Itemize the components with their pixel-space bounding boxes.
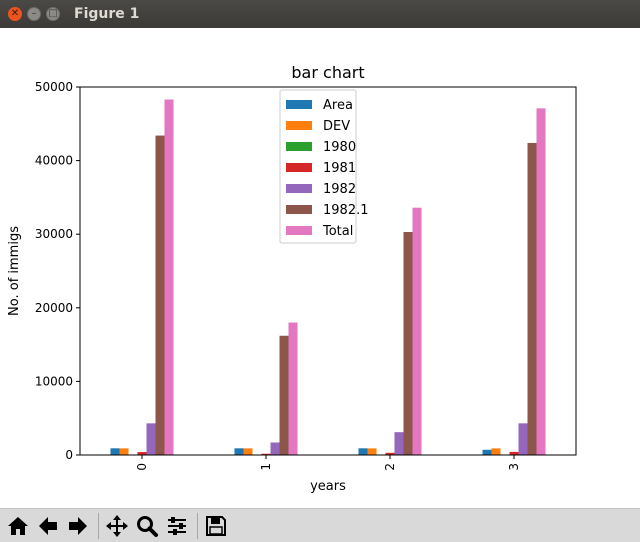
bar-1982-1	[270, 442, 280, 455]
maximize-window-button[interactable]: □	[46, 7, 60, 21]
x-tick-label: 1	[259, 463, 273, 471]
bar-Area-2	[358, 448, 368, 455]
bar-Total-2	[412, 207, 422, 455]
bar-DEV-1	[243, 448, 253, 455]
title-bar: ✕ – □ Figure 1	[0, 0, 640, 28]
legend-label: 1981	[323, 161, 356, 176]
bar-chart: bar chart 0 10000 20000 30000 40000 50000 0 1 2 3…	[7, 63, 577, 494]
back-button[interactable]	[34, 512, 62, 540]
configure-subplots-icon	[168, 516, 186, 535]
pan-icon	[106, 514, 128, 537]
y-tick-label: 40000	[35, 154, 73, 168]
bar-1982-2	[394, 432, 404, 455]
legend-swatch	[286, 142, 312, 151]
x-axis-label: years	[310, 479, 346, 494]
legend-label: DEV	[323, 119, 350, 134]
bar-Area-0	[110, 448, 120, 455]
toolbar-separator	[98, 512, 99, 539]
y-tick-label: 20000	[35, 301, 73, 315]
close-window-button[interactable]: ✕	[8, 7, 22, 21]
bar-1981-1	[261, 453, 271, 455]
chart-title: bar chart	[291, 63, 364, 82]
zoom-icon	[137, 515, 158, 537]
legend-label: Area	[323, 98, 353, 113]
bar-DEV-2	[367, 448, 377, 455]
bar-1982-1-3	[527, 142, 537, 455]
navigation-toolbar	[0, 508, 640, 542]
save-button[interactable]	[202, 512, 230, 540]
bar-1982-1-0	[155, 135, 165, 455]
toolbar-separator	[197, 512, 198, 539]
bar-Total-1	[288, 322, 298, 455]
x-tick-label: 3	[507, 463, 521, 471]
bar-Total-0	[164, 99, 174, 456]
y-tick-label: 10000	[35, 374, 73, 388]
y-tick-label: 0	[65, 448, 73, 462]
legend-label: Total	[322, 224, 353, 239]
minimize-icon: –	[31, 8, 37, 19]
minimize-window-button[interactable]: –	[27, 7, 41, 21]
zoom-button[interactable]	[133, 512, 161, 540]
maximize-icon: □	[48, 8, 58, 19]
figure-canvas: bar chart 0 10000 20000 30000 40000 50000 0 1 2 3…	[0, 28, 640, 508]
legend-label: 1982	[323, 182, 356, 197]
plot-area: 0 10000 20000 30000 40000 50000 0 1 2 3	[35, 80, 546, 471]
bar-1982-3	[518, 423, 528, 455]
legend-label: 1982.1	[323, 203, 369, 218]
legend-swatch	[286, 184, 312, 193]
axes-frame	[79, 86, 577, 456]
forward-icon	[69, 516, 87, 535]
forward-button[interactable]	[64, 512, 92, 540]
bar-1982-1-1	[279, 335, 289, 455]
y-tick-label: 30000	[35, 227, 73, 241]
bar-DEV-0	[119, 448, 129, 455]
legend-swatch	[286, 121, 312, 130]
bar-Area-1	[234, 448, 244, 455]
bar-1982-0	[146, 423, 156, 455]
bar-1981-3	[509, 451, 519, 455]
save-icon	[206, 515, 226, 536]
pan-button[interactable]	[103, 512, 131, 540]
bar-Area-3	[482, 449, 492, 455]
bar-1982-1-2	[403, 231, 413, 455]
y-axis-label: No. of immigs	[7, 226, 22, 316]
back-icon	[39, 516, 57, 535]
legend-swatch	[286, 205, 312, 214]
y-tick-label: 50000	[35, 80, 73, 94]
x-tick-label: 2	[383, 463, 397, 471]
bar-1981-2	[385, 452, 395, 455]
bar-Total-3	[536, 108, 546, 456]
legend-swatch	[286, 100, 312, 109]
legend-label: 1980	[323, 140, 356, 155]
bar-1981-0	[137, 452, 147, 455]
home-icon	[8, 516, 28, 535]
home-button[interactable]	[4, 512, 32, 540]
legend-swatch	[286, 226, 312, 235]
x-tick-label: 0	[135, 463, 149, 471]
close-icon: ✕	[10, 8, 20, 19]
legend-swatch	[286, 163, 312, 172]
configure-subplots-button[interactable]	[163, 512, 191, 540]
legend: Area DEV 1980 1981 1982 1982.1 Total	[279, 89, 369, 244]
window-title: Figure 1	[74, 6, 140, 22]
bar-DEV-3	[491, 448, 501, 455]
